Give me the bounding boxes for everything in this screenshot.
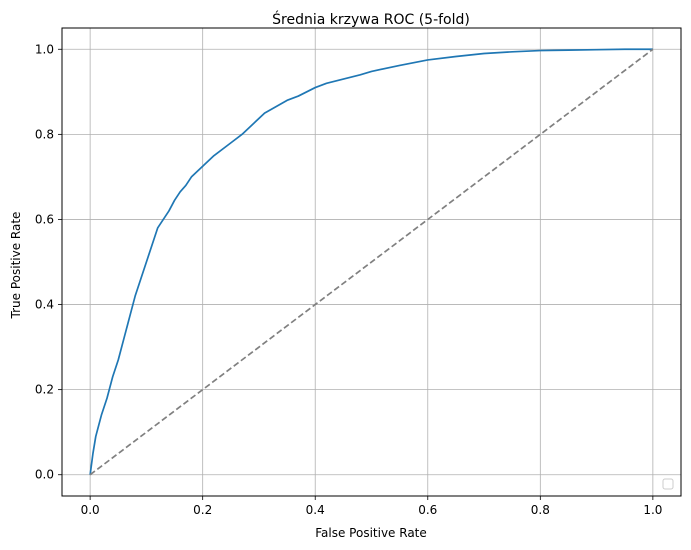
x-tick-label: 0.0: [81, 503, 100, 517]
plot-frame: [61, 27, 682, 497]
chart-title: Średnia krzywa ROC (5-fold): [272, 10, 470, 28]
y-tick-label: 0.0: [35, 468, 54, 482]
grid: [62, 28, 681, 496]
x-tick-label: 1.0: [643, 503, 662, 517]
y-axis-ticks: 0.0 0.2 0.4 0.6 0.8 1.0: [35, 42, 62, 482]
y-tick-label: 0.8: [35, 127, 54, 141]
roc-curve-line: [89, 48, 653, 475]
y-tick-label: 0.6: [35, 212, 54, 226]
series-group: [89, 48, 654, 476]
x-axis-ticks: 0.0 0.2 0.4 0.6 0.8 1.0: [81, 496, 662, 517]
x-tick-label: 0.6: [418, 503, 437, 517]
x-axis-label: False Positive Rate: [315, 526, 427, 540]
x-tick-label: 0.8: [531, 503, 550, 517]
y-axis-label: True Positive Rate: [9, 212, 23, 320]
y-tick-label: 0.2: [35, 383, 54, 397]
x-tick-label: 0.2: [193, 503, 212, 517]
y-tick-label: 1.0: [35, 42, 54, 56]
legend-box: [662, 478, 674, 490]
x-tick-label: 0.4: [306, 503, 325, 517]
chance-diagonal-line: [89, 48, 654, 476]
y-tick-label: 0.4: [35, 298, 54, 312]
